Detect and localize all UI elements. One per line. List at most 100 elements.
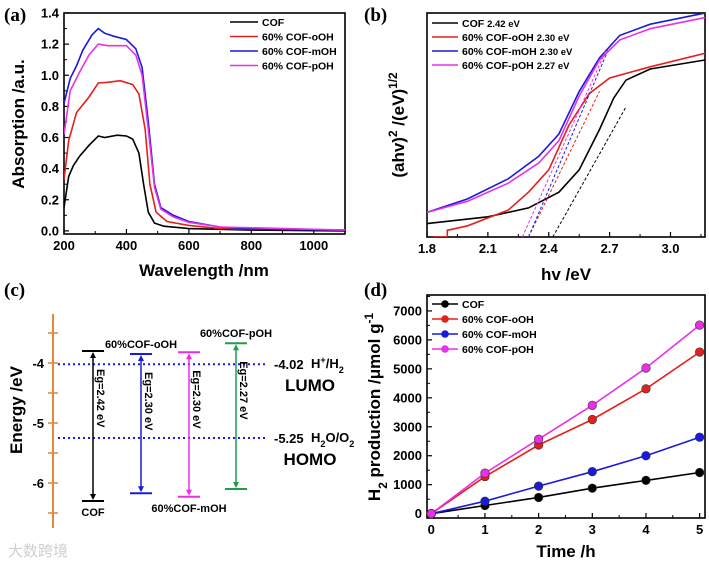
band-label: HOMO	[284, 450, 337, 469]
data-point	[587, 483, 597, 493]
y-tick-label: 0.0	[41, 223, 59, 238]
label-part: 2	[386, 130, 400, 137]
x-tick-label: 2	[535, 522, 542, 537]
x-tick-label: 2.4	[540, 241, 559, 256]
material-label: 60%COF-oOH	[105, 339, 177, 351]
tangent-line-0	[552, 106, 627, 237]
y-tick-label: 3000	[393, 419, 422, 434]
y-tick-label: 1.2	[41, 37, 59, 52]
panel-b-tauc-plot: (b) 1.8 2.1 2.4 2.7 3.0 COF 2.42 eV 60% COF-oOH…	[364, 5, 706, 284]
x-tick-label: 3.0	[661, 241, 679, 256]
redox-couple-label: H2O/O2	[311, 430, 354, 449]
panel-label: (d)	[364, 280, 387, 301]
data-point	[534, 481, 544, 491]
label-part: 1/2	[386, 72, 400, 89]
data-point	[587, 400, 597, 410]
y-axis-label: Absorption /a.u.	[9, 59, 28, 188]
plot-frame	[63, 12, 346, 235]
x-tick-label: 5	[696, 522, 703, 537]
legend-marker	[441, 330, 449, 338]
x-tick-label: 1000	[299, 238, 328, 253]
y-tick-label: 5000	[393, 361, 422, 376]
y-tick-label: 0	[415, 506, 422, 521]
data-point	[534, 492, 544, 503]
y-tick-label: 4000	[393, 390, 422, 405]
band-gap-label: Eg=2.30 eV	[190, 370, 202, 429]
data-point	[587, 467, 597, 477]
y-axis-label: H2 production /μmol g-1	[362, 313, 390, 502]
x-axis-label: Time /h	[536, 542, 595, 561]
data-point	[534, 434, 544, 444]
y-tick-label: 0.8	[41, 99, 59, 114]
legend-eg-value: 2.30 eV	[537, 33, 570, 44]
tangent-line-2	[528, 46, 611, 237]
x-tick-label: 400	[116, 238, 138, 253]
y-tick-label: 6000	[393, 332, 422, 347]
data-point	[480, 496, 490, 506]
legend-entry: COF 2.42 eV	[462, 18, 521, 30]
x-tick-label: 0	[428, 522, 435, 537]
x-tick-label: 2.1	[479, 241, 497, 256]
legend-entry: 60% COF-mOH 2.30 eV	[462, 46, 573, 58]
plot-frame	[426, 294, 706, 519]
x-axis-label: Wavelength /nm	[139, 261, 269, 280]
panel-label: (a)	[4, 5, 26, 26]
series-line-2	[427, 13, 705, 214]
y-tick-label: -4	[32, 356, 44, 371]
series-line-3	[430, 324, 701, 515]
y-axis-label: (ahv)2 /(eV)1/2	[386, 72, 408, 178]
reference-level-value: -5.25	[274, 431, 304, 446]
legend-label: 60% COF-pOH	[462, 344, 534, 356]
series-line-0	[427, 59, 705, 225]
legend-marker	[441, 345, 449, 353]
data-point	[641, 475, 651, 485]
y-tick-label: 2000	[393, 448, 422, 463]
legend-marker	[441, 300, 449, 308]
legend-marker	[441, 315, 449, 323]
x-tick-label: 200	[53, 238, 75, 253]
plot-frame	[426, 12, 706, 238]
y-tick-label: 1.4	[41, 6, 60, 21]
label-part: production /μmol g	[365, 324, 384, 483]
series-line-2	[431, 436, 700, 515]
label-part: H	[311, 430, 320, 445]
x-tick-label: 600	[178, 238, 200, 253]
label-part: H	[365, 489, 384, 501]
y-tick-label: 1.0	[41, 68, 59, 83]
series-line-0	[64, 134, 345, 232]
legend-label: 60% COF-mOH	[462, 329, 537, 341]
watermark-logo: 大数跨境	[8, 542, 68, 560]
x-tick-label: 1	[481, 522, 488, 537]
material-label: COF	[81, 507, 105, 519]
y-tick-label: 7000	[393, 303, 422, 318]
data-point	[480, 468, 490, 478]
x-axis-label: hv /eV	[541, 265, 592, 284]
legend-label: 60% COF-mOH	[262, 46, 337, 58]
band-gap-label: Eg=2.42 eV	[94, 369, 106, 428]
y-tick-label: 0.2	[41, 192, 59, 207]
label-part: 2	[320, 439, 325, 449]
label-part: -1	[362, 313, 376, 324]
data-point	[695, 432, 705, 442]
label-part: +	[320, 355, 325, 365]
redox-couple-label: H+/H2	[311, 355, 344, 375]
series-line-0	[431, 471, 700, 515]
data-point	[426, 509, 436, 519]
data-point	[695, 347, 705, 357]
material-label: 60%COF-mOH	[151, 503, 226, 515]
x-tick-label: 4	[642, 522, 650, 537]
data-point	[587, 414, 597, 425]
material-label: 60%COF-pOH	[200, 328, 272, 340]
label-part: /(eV)	[389, 89, 408, 131]
y-axis-label: Energy /eV	[7, 365, 26, 454]
panel-label: (b)	[364, 5, 387, 26]
legend-label: COF	[462, 18, 485, 30]
reference-level-value: -4.02	[274, 357, 304, 372]
data-point	[641, 384, 651, 394]
label-part: O/O	[325, 430, 349, 445]
data-point	[641, 363, 651, 373]
x-tick-label: 2.7	[601, 241, 619, 256]
x-tick-label: 800	[240, 238, 262, 253]
